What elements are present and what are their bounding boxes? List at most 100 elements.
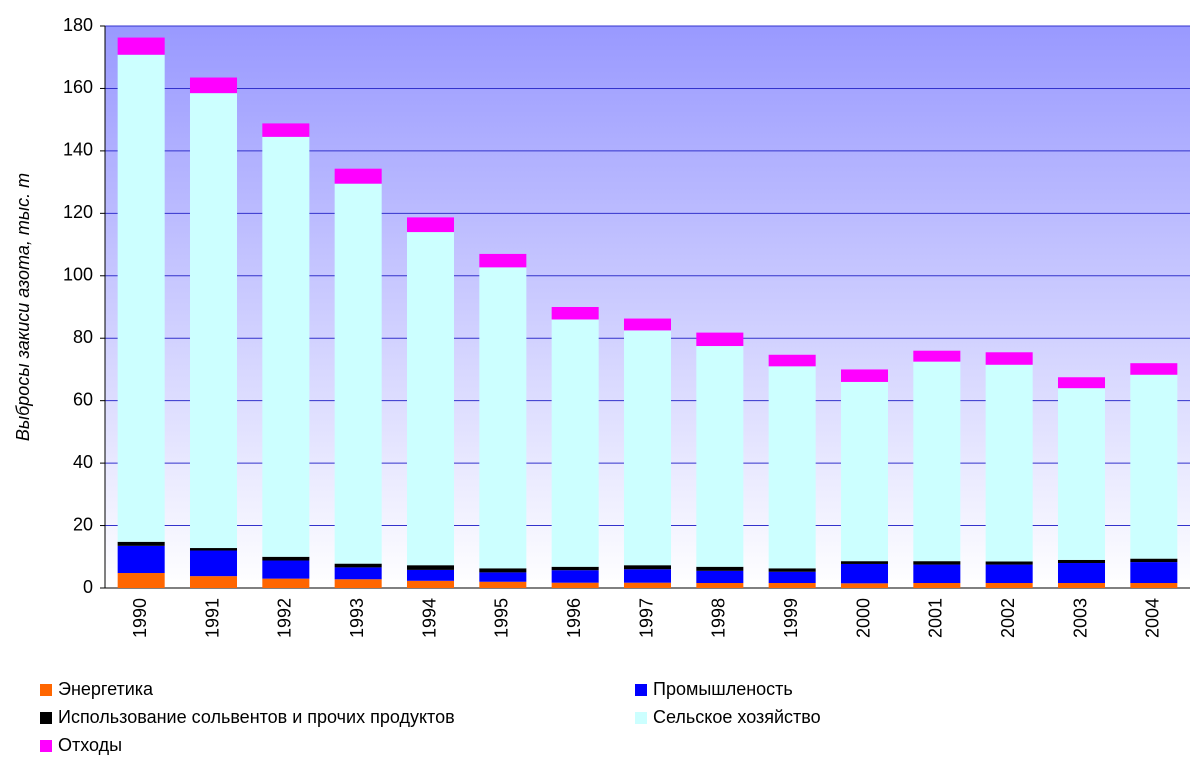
bar-segment	[768, 583, 816, 588]
bar-segment	[406, 569, 455, 581]
y-tick-label: 180	[63, 15, 93, 35]
legend-swatch	[40, 712, 52, 724]
bar-segment	[262, 560, 310, 579]
legend-swatch	[635, 712, 647, 724]
bar-segment	[406, 232, 455, 566]
x-tick-label: 1993	[347, 598, 367, 638]
bar-segment	[189, 548, 238, 551]
y-tick-label: 60	[73, 389, 93, 409]
bar-segment	[551, 319, 599, 567]
bar-segment	[985, 564, 1033, 584]
bar-segment	[696, 583, 744, 588]
bar-segment	[913, 350, 961, 362]
bar-segment	[696, 332, 744, 347]
bar-segment	[1057, 377, 1106, 389]
legend-label: Энергетика	[58, 679, 154, 699]
y-axis-label: Выбросы закиси азота, тыс. т	[13, 173, 33, 441]
bar-segment	[840, 563, 889, 584]
y-tick-label: 100	[63, 265, 93, 285]
legend-label: Отходы	[58, 735, 122, 755]
bar-segment	[985, 364, 1033, 562]
y-tick-label: 40	[73, 452, 93, 472]
x-tick-label: 2002	[998, 598, 1018, 638]
bar-segment	[406, 580, 455, 588]
bar-segment	[117, 573, 165, 588]
x-tick-label: 1996	[564, 598, 584, 638]
x-tick-label: 1999	[781, 598, 801, 638]
bar-segment	[696, 570, 744, 584]
x-tick-label: 1994	[419, 598, 439, 638]
bar-segment	[768, 354, 816, 367]
bar-segment	[189, 550, 238, 577]
x-tick-label: 1990	[130, 598, 150, 638]
bar-segment	[1057, 563, 1106, 584]
bar-segment	[623, 565, 672, 570]
y-tick-label: 20	[73, 514, 93, 534]
bar-segment	[913, 583, 961, 588]
x-tick-label: 1991	[202, 598, 222, 638]
x-tick-label: 2000	[853, 598, 873, 638]
bar-segment	[1057, 559, 1106, 564]
bar-segment	[262, 136, 310, 557]
bar-segment	[189, 576, 238, 588]
bar-segment	[623, 569, 672, 583]
x-tick-label: 2001	[926, 598, 946, 638]
bar-segment	[189, 77, 238, 94]
bar-segment	[262, 556, 310, 561]
bar-segment	[1057, 388, 1106, 560]
bar-segment	[334, 563, 382, 568]
bar-segment	[262, 578, 310, 588]
x-tick-label: 1995	[492, 598, 512, 638]
bar-segment	[479, 581, 527, 588]
bar-segment	[623, 582, 672, 588]
bar-segment	[1130, 583, 1178, 588]
bar-segment	[768, 571, 816, 584]
bar-segment	[189, 93, 238, 549]
bar-segment	[696, 566, 744, 571]
x-tick-label: 2003	[1070, 598, 1090, 638]
bar-segment	[1130, 562, 1178, 584]
legend-label: Сельское хозяйство	[653, 707, 821, 727]
bar-segment	[479, 568, 527, 573]
bar-segment	[479, 572, 527, 582]
bar-segment	[623, 318, 672, 331]
y-tick-label: 0	[83, 577, 93, 597]
legend-swatch	[40, 684, 52, 696]
bar-segment	[840, 369, 889, 382]
bar-segment	[117, 541, 165, 546]
bar-segment	[479, 253, 527, 268]
bar-segment	[1130, 374, 1178, 559]
bar-segment	[406, 565, 455, 570]
x-tick-label: 1992	[275, 598, 295, 638]
bar-segment	[334, 183, 382, 564]
y-tick-label: 160	[63, 77, 93, 97]
y-tick-label: 80	[73, 327, 93, 347]
bar-segment	[1130, 363, 1178, 375]
bar-segment	[913, 564, 961, 584]
x-tick-label: 1997	[636, 598, 656, 638]
bar-segment	[840, 561, 889, 564]
bar-segment	[262, 123, 310, 137]
bar-segment	[1130, 558, 1178, 563]
bar-segment	[985, 561, 1033, 565]
legend-swatch	[635, 684, 647, 696]
bar-segment	[479, 267, 527, 569]
bar-segment	[334, 168, 382, 184]
legend-swatch	[40, 740, 52, 752]
legend-label: Промышленость	[653, 679, 793, 699]
bar-segment	[696, 346, 744, 567]
legend-label: Использование сольвентов и прочих продук…	[58, 707, 455, 727]
bar-segment	[840, 583, 889, 588]
bar-segment	[406, 217, 455, 233]
bar-segment	[117, 37, 165, 55]
bar-segment	[334, 579, 382, 588]
bar-segment	[334, 567, 382, 580]
bar-segment	[913, 561, 961, 565]
y-tick-label: 140	[63, 140, 93, 160]
bar-segment	[768, 568, 816, 572]
x-tick-label: 2004	[1143, 598, 1163, 638]
bar-segment	[985, 583, 1033, 588]
bar-segment	[623, 330, 672, 566]
bar-segment	[551, 566, 599, 571]
